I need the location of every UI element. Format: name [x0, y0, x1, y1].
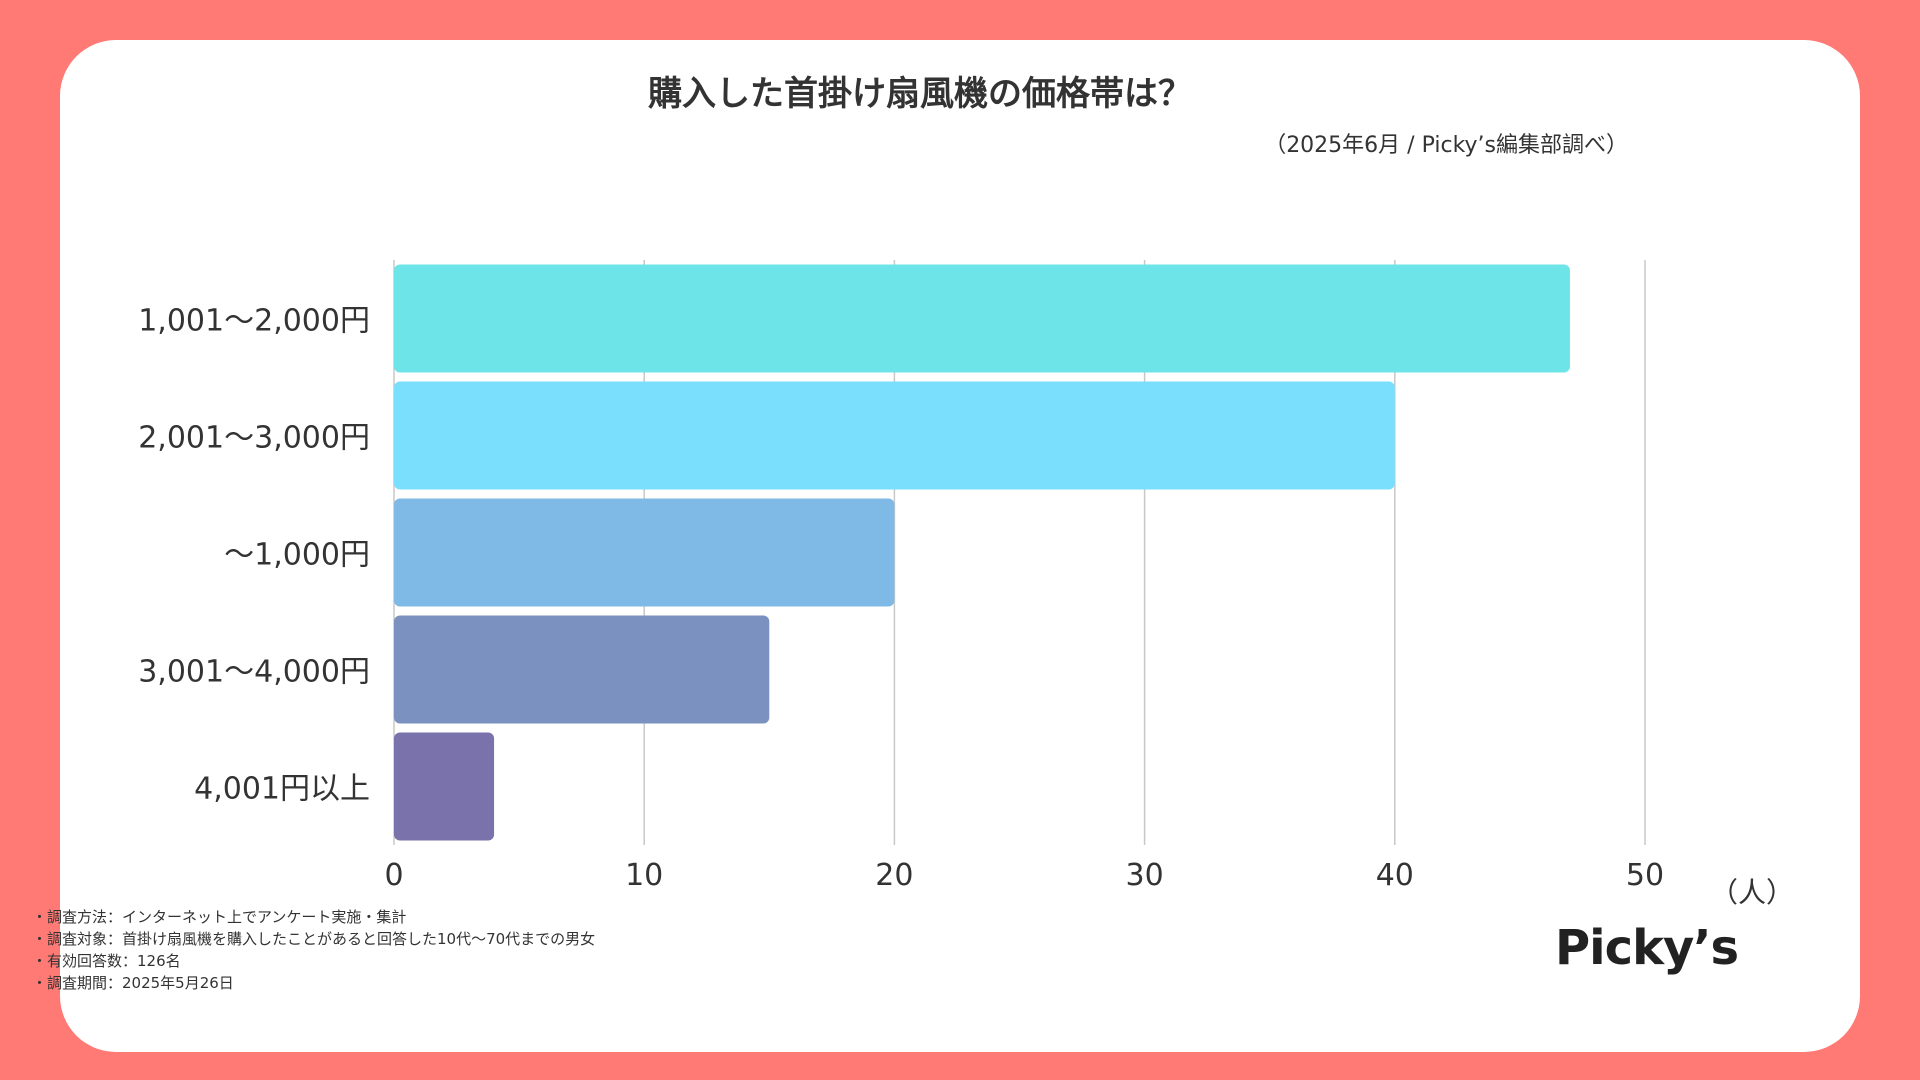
category-label-4: 3,001〜4,000円: [138, 655, 370, 690]
chart-card: [60, 40, 1860, 1052]
note-period: ・調査期間：2025年5月26日: [32, 974, 234, 992]
bar-3: [394, 498, 895, 607]
x-tick-label-30: 30: [1126, 858, 1164, 893]
x-tick-label-40: 40: [1376, 858, 1414, 893]
bar-2: [394, 381, 1395, 490]
category-label-1: 1,001〜2,000円: [138, 304, 370, 339]
bar-4: [394, 615, 770, 724]
survey-notes: ・調査方法：インターネット上でアンケート実施・集計 ・調査対象：首掛け扇風機を購…: [32, 906, 595, 994]
brand-logo: Picky’s: [1555, 920, 1739, 976]
category-label-2: 2,001〜3,000円: [138, 421, 370, 456]
x-tick-label-50: 50: [1626, 858, 1664, 893]
chart-subtitle: （2025年6月 / Picky’s編集部調べ）: [1264, 133, 1628, 158]
x-tick-label-10: 10: [625, 858, 663, 893]
bar-5: [394, 732, 495, 841]
x-tick-label-0: 0: [384, 858, 403, 893]
x-tick-label-20: 20: [875, 858, 913, 893]
chart-title: 購入した首掛け扇風機の価格帯は？: [648, 74, 1192, 114]
note-target: ・調査対象：首掛け扇風機を購入したことがあると回答した10代〜70代までの男女: [32, 930, 596, 948]
category-label-3: 〜1,000円: [224, 538, 370, 573]
bar-1: [394, 264, 1570, 373]
x-axis-unit-label: （人）: [1710, 876, 1794, 909]
category-label-5: 4,001円以上: [194, 772, 370, 807]
note-method: ・調査方法：インターネット上でアンケート実施・集計: [32, 908, 407, 926]
note-count: ・有効回答数：126名: [32, 952, 181, 970]
